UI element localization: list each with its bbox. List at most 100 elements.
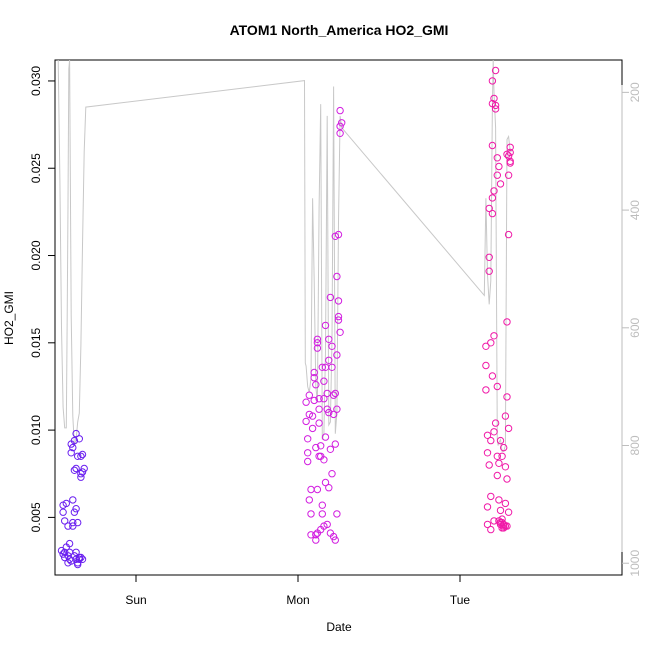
- data-point: [504, 171, 513, 179]
- data-point: [331, 536, 339, 544]
- y-tick-label: 0.020: [29, 240, 43, 270]
- y2-tick-label: 600: [628, 317, 642, 337]
- data-point: [506, 143, 514, 152]
- data-point: [491, 419, 500, 427]
- data-point: [485, 204, 493, 213]
- y-tick-label: 0.025: [29, 153, 43, 183]
- data-point: [490, 517, 498, 525]
- data-point: [498, 452, 506, 460]
- x-axis: Sun Mon Tue: [125, 574, 470, 607]
- data-point: [496, 520, 505, 529]
- data-point: [336, 129, 344, 138]
- chart-title: ATOM1 North_America HO2_GMI: [230, 22, 449, 38]
- data-point: [504, 508, 513, 516]
- data-point: [72, 548, 80, 556]
- data-point: [493, 154, 501, 162]
- data-point: [315, 395, 323, 403]
- data-point: [501, 412, 510, 420]
- data-point: [313, 485, 322, 494]
- data-point: [487, 525, 495, 534]
- data-point: [69, 522, 77, 530]
- data-point: [78, 450, 87, 459]
- data-point: [503, 393, 511, 401]
- data-point: [307, 485, 315, 494]
- data-point: [304, 449, 312, 457]
- data-point: [302, 417, 310, 426]
- data-point: [320, 456, 328, 464]
- data-point: [317, 442, 325, 450]
- data-point: [77, 473, 85, 481]
- data-point: [331, 440, 339, 448]
- data-point: [493, 171, 501, 179]
- data-point: [77, 470, 85, 478]
- data-point: [496, 506, 505, 515]
- data-point: [75, 435, 84, 443]
- y2-tick-label: 400: [628, 200, 642, 220]
- data-point: [320, 377, 328, 385]
- data-point: [310, 396, 318, 405]
- data-point: [64, 559, 72, 567]
- y2-tick-label: 1000: [628, 550, 642, 577]
- data-point: [482, 386, 490, 394]
- data-point: [315, 452, 323, 460]
- data-point: [325, 335, 333, 343]
- data-point: [307, 510, 315, 518]
- data-point: [487, 436, 495, 445]
- data-point: [305, 391, 313, 399]
- data-point: [320, 395, 328, 403]
- data-point: [78, 468, 87, 476]
- data-point: [498, 524, 506, 532]
- x-tick-label: Mon: [286, 593, 309, 607]
- data-point: [62, 499, 71, 508]
- data-point: [334, 297, 343, 305]
- data-point: [328, 342, 336, 350]
- data-point: [488, 194, 497, 202]
- data-point: [67, 449, 75, 457]
- data-point: [329, 391, 338, 399]
- pressure-line-layer: [57, 59, 512, 452]
- data-point: [74, 452, 82, 460]
- pressure-line: [57, 59, 512, 452]
- data-point: [495, 496, 503, 504]
- data-point: [328, 470, 336, 478]
- data-point: [77, 452, 85, 460]
- data-point: [333, 351, 341, 359]
- data-point: [321, 478, 330, 487]
- data-point: [325, 408, 333, 417]
- data-point: [333, 272, 341, 281]
- y2-axis: 200 400 600 800 1000: [621, 82, 642, 577]
- series-3: [482, 66, 514, 534]
- data-point: [308, 424, 317, 433]
- series-2: [302, 106, 346, 544]
- data-point: [483, 449, 492, 457]
- data-point: [498, 515, 506, 523]
- data-point: [334, 230, 343, 239]
- y-tick-label: 0.005: [29, 502, 43, 532]
- data-point: [74, 560, 82, 569]
- data-point: [312, 531, 320, 539]
- data-point: [488, 141, 497, 150]
- data-point: [326, 445, 335, 453]
- data-point: [302, 398, 310, 406]
- data-point: [310, 374, 318, 382]
- data-point: [72, 429, 80, 438]
- data-point: [338, 119, 346, 127]
- data-point: [72, 464, 80, 473]
- data-point: [496, 436, 505, 445]
- data-point: [307, 531, 315, 539]
- x-axis-label: Date: [326, 620, 352, 634]
- data-point: [318, 501, 326, 509]
- data-point: [65, 539, 74, 548]
- data-point: [70, 552, 79, 560]
- data-point: [506, 157, 514, 166]
- data-point: [334, 316, 343, 324]
- data-point: [72, 505, 80, 513]
- data-point: [493, 382, 501, 391]
- data-point: [336, 106, 344, 115]
- data-point: [331, 389, 339, 398]
- data-point: [318, 510, 326, 518]
- data-point: [501, 463, 510, 471]
- data-point: [312, 381, 320, 389]
- data-point: [490, 428, 498, 436]
